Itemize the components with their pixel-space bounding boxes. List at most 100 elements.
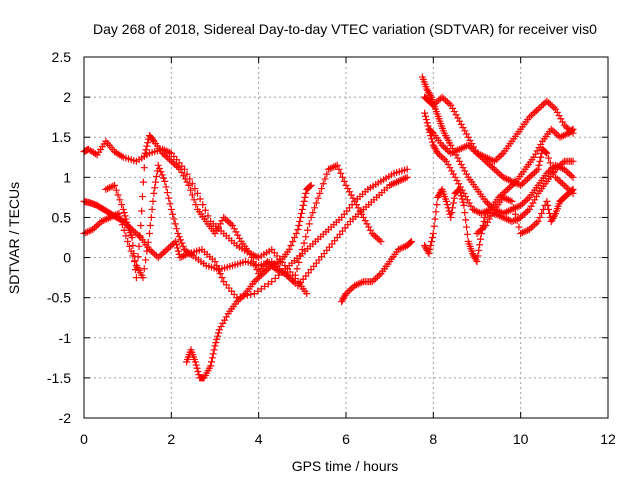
data-point xyxy=(307,213,315,221)
data-point xyxy=(463,230,471,238)
data-point xyxy=(513,217,521,225)
data-point xyxy=(210,346,218,354)
data-point xyxy=(152,178,160,186)
data-point xyxy=(298,246,306,254)
data-point xyxy=(307,181,315,189)
data-point xyxy=(271,274,279,282)
data-point xyxy=(339,173,347,181)
data-point xyxy=(253,266,261,274)
data-point xyxy=(335,165,343,173)
x-tick-label: 10 xyxy=(513,431,529,447)
data-point xyxy=(171,220,179,228)
chart-title: Day 268 of 2018, Sidereal Day-to-day VTE… xyxy=(93,21,597,37)
data-point xyxy=(463,223,471,231)
data-point xyxy=(208,358,216,366)
data-point xyxy=(139,274,147,282)
data-point xyxy=(170,215,178,223)
data-point xyxy=(422,116,430,124)
data-point xyxy=(290,278,298,286)
y-tick-label: -2 xyxy=(59,410,72,426)
data-point xyxy=(568,186,576,194)
series-track-6 xyxy=(338,238,415,306)
data-point xyxy=(111,181,119,189)
data-point xyxy=(459,198,467,206)
series-track-5 xyxy=(183,181,315,382)
data-point xyxy=(122,232,130,240)
data-point xyxy=(172,238,180,246)
y-tick-labels: -2 -1.5 -1 -0.5 0 0.5 1 1.5 2 2.5 xyxy=(47,49,71,426)
data-point xyxy=(423,119,431,127)
data-point xyxy=(199,201,207,209)
data-point xyxy=(192,361,200,369)
data-point xyxy=(508,197,516,205)
data-point xyxy=(403,173,411,181)
data-point xyxy=(426,92,434,100)
data-point xyxy=(458,195,466,203)
x-tick-label: 8 xyxy=(429,431,437,447)
x-tick-label: 12 xyxy=(600,431,616,447)
data-point xyxy=(142,256,150,264)
data-point xyxy=(318,185,326,193)
data-point xyxy=(141,149,149,157)
data-point xyxy=(569,173,577,181)
data-point xyxy=(472,256,480,264)
data-point xyxy=(130,250,138,258)
y-tick-label: 2.5 xyxy=(52,49,72,65)
data-point xyxy=(166,200,174,208)
data-point xyxy=(305,220,313,228)
data-point xyxy=(152,173,160,181)
data-point xyxy=(297,209,305,217)
data-point xyxy=(116,196,124,204)
data-point xyxy=(143,247,151,255)
data-point xyxy=(167,205,175,213)
data-point xyxy=(140,265,148,273)
data-point xyxy=(298,205,306,213)
data-point xyxy=(569,157,577,165)
data-point xyxy=(190,196,198,204)
data-point xyxy=(115,209,123,217)
data-point xyxy=(447,213,455,221)
data-point xyxy=(194,367,202,375)
data-point xyxy=(146,221,154,229)
data-point xyxy=(169,210,177,218)
data-point xyxy=(448,209,456,217)
data-point xyxy=(251,262,259,270)
data-point xyxy=(297,252,305,260)
data-point xyxy=(302,189,310,197)
data-point xyxy=(312,199,320,207)
data-point xyxy=(131,258,139,266)
data-point xyxy=(246,250,254,258)
data-point xyxy=(474,252,482,260)
data-point xyxy=(125,242,133,250)
series-track-4 xyxy=(102,132,385,286)
data-point xyxy=(150,189,158,197)
data-point xyxy=(569,185,577,193)
data-point xyxy=(544,201,552,209)
data-point xyxy=(433,201,441,209)
ticks xyxy=(83,56,609,419)
data-point xyxy=(431,215,439,223)
data-point xyxy=(174,229,182,237)
data-point xyxy=(114,191,122,199)
data-point xyxy=(301,193,309,201)
data-point xyxy=(183,170,191,178)
data-point xyxy=(285,246,293,254)
data-point xyxy=(120,209,128,217)
data-point xyxy=(450,194,458,202)
data-point xyxy=(175,233,183,241)
y-tick-label: 1 xyxy=(63,169,71,185)
data-point xyxy=(188,191,196,199)
y-axis-label: SDTVAR / TECUs xyxy=(6,182,22,294)
data-point xyxy=(112,186,120,194)
data-point xyxy=(248,254,256,262)
data-point xyxy=(449,199,457,207)
data-point xyxy=(144,238,152,246)
data-point xyxy=(129,242,137,250)
data-point xyxy=(337,169,345,177)
y-tick-label: -0.5 xyxy=(47,290,71,306)
data-point xyxy=(289,238,297,246)
data-point xyxy=(287,242,295,250)
data-point xyxy=(537,153,545,161)
data-point xyxy=(443,201,451,209)
